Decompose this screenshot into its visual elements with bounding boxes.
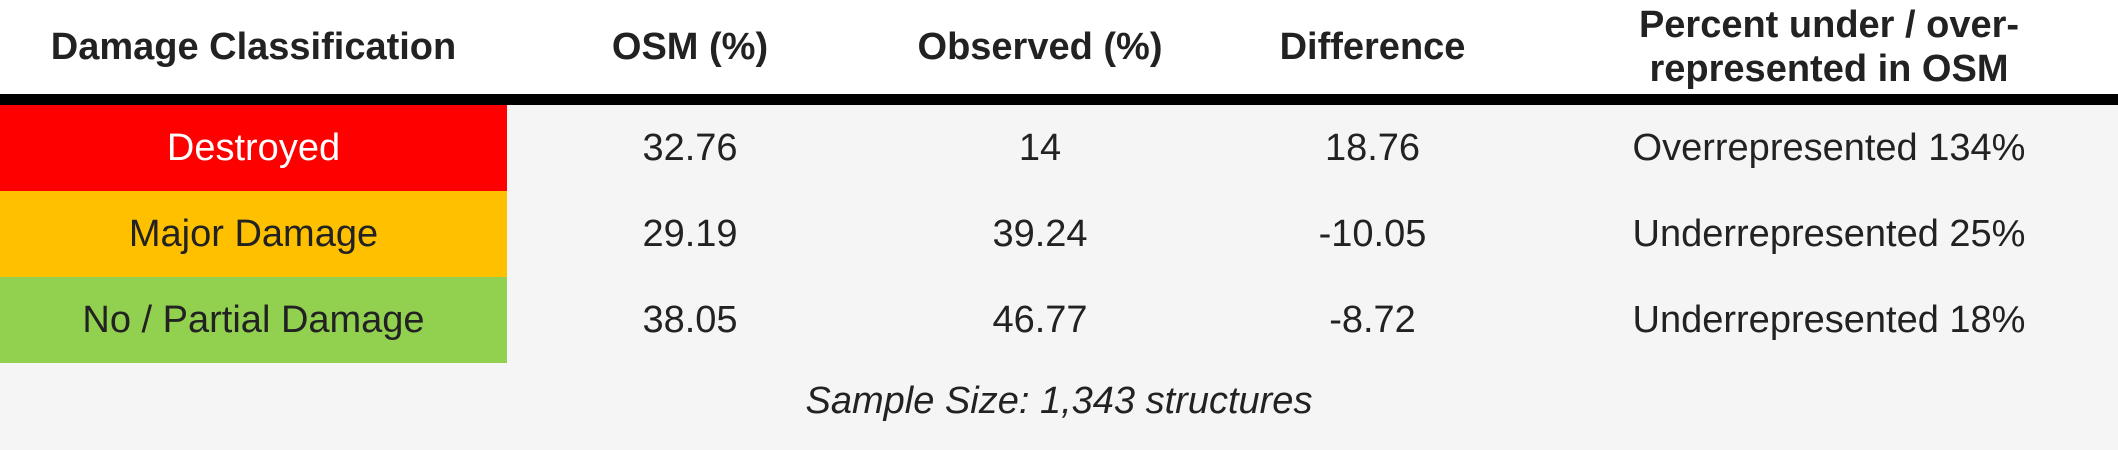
observed-cell: 39.24: [992, 212, 1088, 255]
header-percent-represented: Percent under / over- represented in OSM: [1540, 0, 2118, 94]
osm-cell: 32.76: [642, 126, 738, 169]
header-damage-classification: Damage Classification: [50, 26, 457, 68]
table-row: Destroyed 32.76 14 18.76 Overrepresented…: [0, 105, 2118, 191]
header-divider: [0, 94, 2118, 105]
difference-cell: 18.76: [1324, 126, 1421, 169]
classification-cell: Major Damage: [0, 191, 507, 277]
header-percent-line-1: Percent under / over-: [1638, 4, 2020, 46]
table-row: Major Damage 29.19 39.24 -10.05 Underrep…: [0, 191, 2118, 277]
header-percent-line-2: represented in OSM: [1649, 48, 2009, 90]
classification-cell: No / Partial Damage: [0, 277, 507, 363]
classification-cell: Destroyed: [0, 105, 507, 191]
difference-cell: -8.72: [1329, 298, 1416, 341]
osm-cell: 29.19: [642, 212, 738, 255]
table-header: Damage Classification OSM (%) Observed (…: [0, 0, 2118, 94]
header-observed: Observed (%): [917, 26, 1163, 68]
percent-cell: Underrepresented 25%: [1632, 212, 2026, 255]
percent-cell: Underrepresented 18%: [1632, 298, 2026, 341]
difference-cell: -10.05: [1318, 212, 1427, 255]
table-row: No / Partial Damage 38.05 46.77 -8.72 Un…: [0, 277, 2118, 363]
osm-cell: 38.05: [642, 298, 738, 341]
header-osm: OSM (%): [611, 26, 769, 68]
observed-cell: 14: [1018, 126, 1062, 169]
percent-cell: Overrepresented 134%: [1632, 126, 2026, 169]
header-difference: Difference: [1279, 26, 1466, 68]
sample-size-caption: Sample Size: 1,343 structures: [805, 379, 1313, 422]
observed-cell: 46.77: [992, 298, 1088, 341]
